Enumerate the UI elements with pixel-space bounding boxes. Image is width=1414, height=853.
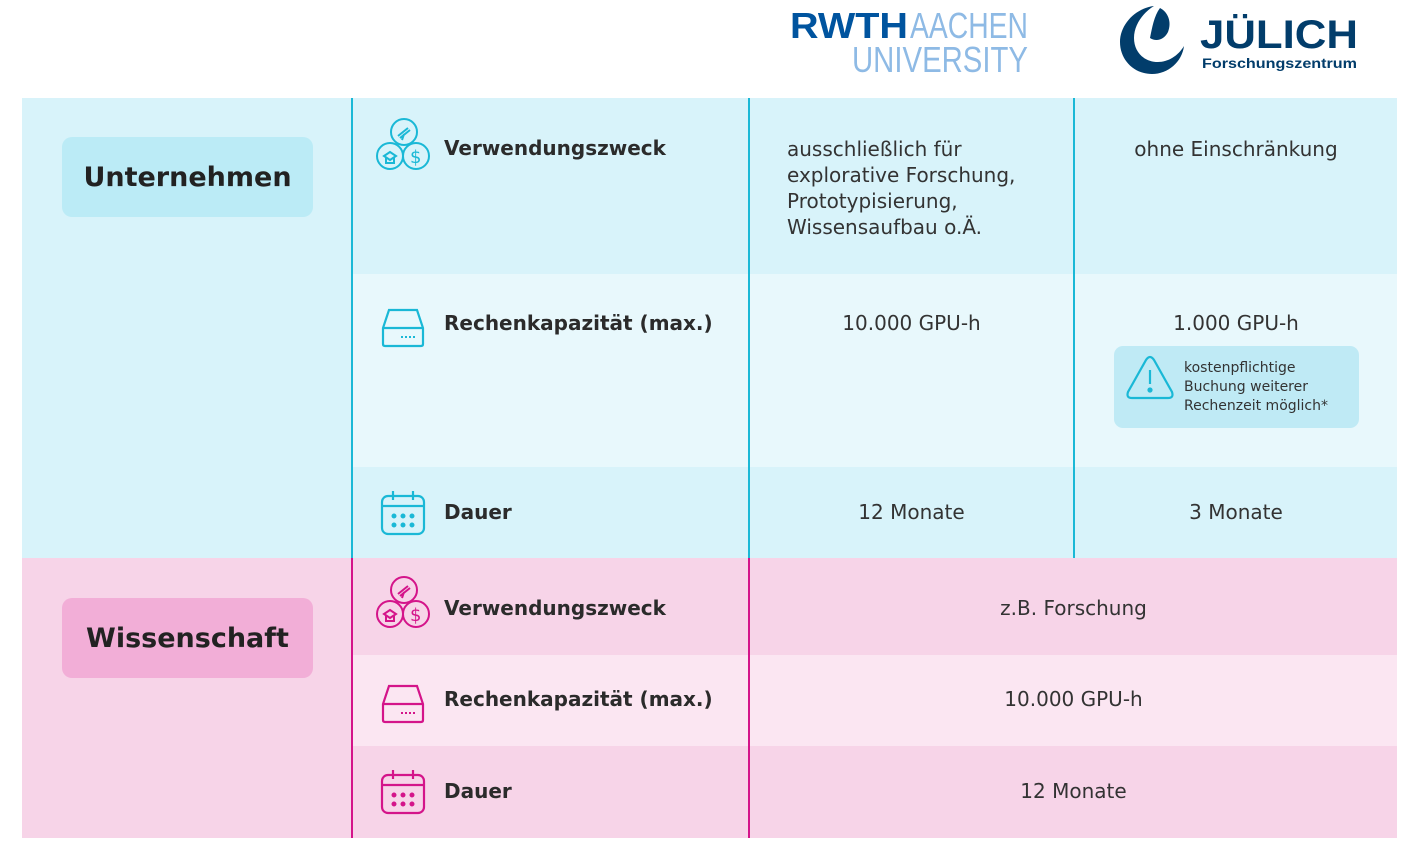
wissenschaft-label-purpose: Verwendungszweck (444, 596, 666, 620)
wissenschaft-row-capacity (352, 655, 1397, 746)
wissenschaft-value-capacity: 10.000 GPU-h (1004, 687, 1143, 711)
wissenschaft-value-purpose: z.B. Forschung (1000, 596, 1147, 620)
wissenschaft-row-duration (352, 746, 1397, 838)
rwth-logo: RWTH AACHEN UNIVERSITY (790, 8, 1028, 74)
calendar-icon (380, 770, 426, 815)
research-funding-icon: $ (376, 576, 430, 628)
note-line: kostenpflichtige (1184, 360, 1296, 376)
svg-text:AACHEN: AACHEN (910, 8, 1028, 46)
wissenschaft-value-duration: 12 Monate (1020, 779, 1127, 803)
unternehmen-rwth-capacity: 10.000 GPU-h (842, 311, 981, 335)
note-text: kostenpflichtige Buchung weiterer Rechen… (1184, 359, 1354, 416)
server-drive-icon (381, 308, 425, 348)
svg-text:Forschungszentrum: Forschungszentrum (1202, 55, 1357, 71)
wissenschaft-title: Wissenschaft (86, 622, 289, 654)
unternehmen-row-duration (352, 467, 1397, 558)
note-line: Rechenzeit möglich* (1184, 398, 1328, 414)
unternehmen-rwth-purpose: ausschließlich für explorative Forschung… (787, 136, 1015, 240)
divider-pink-2 (748, 558, 750, 838)
svg-text:RWTH: RWTH (790, 8, 908, 46)
calendar-icon (380, 491, 426, 536)
unternehmen-julich-purpose: ohne Einschränkung (1134, 137, 1338, 161)
wissenschaft-row-purpose (352, 558, 1397, 655)
julich-note-box: kostenpflichtige Buchung weiterer Rechen… (1114, 346, 1359, 428)
wissenschaft-badge: Wissenschaft (62, 598, 313, 678)
unternehmen-label-capacity: Rechenkapazität (max.) (444, 311, 713, 335)
divider-cyan-3 (1073, 98, 1075, 558)
wissenschaft-label-duration: Dauer (444, 779, 512, 803)
unternehmen-julich-duration: 3 Monate (1189, 500, 1283, 524)
server-drive-icon (381, 684, 425, 724)
unternehmen-label-duration: Dauer (444, 500, 512, 524)
svg-text:JÜLICH: JÜLICH (1200, 12, 1358, 57)
unternehmen-title: Unternehmen (83, 161, 292, 193)
research-funding-icon: $ (376, 118, 430, 170)
unternehmen-julich-capacity: 1.000 GPU-h (1173, 311, 1299, 335)
svg-text:UNIVERSITY: UNIVERSITY (852, 39, 1028, 74)
rwth-purpose-line: explorative Forschung, (787, 163, 1016, 187)
unternehmen-rwth-duration: 12 Monate (858, 500, 965, 524)
unternehmen-label-purpose: Verwendungszweck (444, 136, 666, 160)
wissenschaft-label-capacity: Rechenkapazität (max.) (444, 687, 713, 711)
rwth-purpose-line: ausschließlich für (787, 137, 962, 161)
svg-text:$: $ (410, 147, 421, 168)
rwth-purpose-line: Prototypisierung, (787, 189, 958, 213)
divider-pink-1 (351, 558, 353, 838)
unternehmen-badge: Unternehmen (62, 137, 313, 217)
divider-cyan-2 (748, 98, 750, 558)
julich-logo: JÜLICH Forschungszentrum (1120, 6, 1358, 74)
rwth-purpose-line: Wissensaufbau o.Ä. (787, 215, 983, 239)
note-line: Buchung weiterer (1184, 379, 1309, 395)
divider-cyan-1 (351, 98, 353, 558)
svg-text:$: $ (410, 605, 421, 626)
unternehmen-row-purpose (352, 98, 1397, 274)
warning-icon (1126, 355, 1174, 400)
